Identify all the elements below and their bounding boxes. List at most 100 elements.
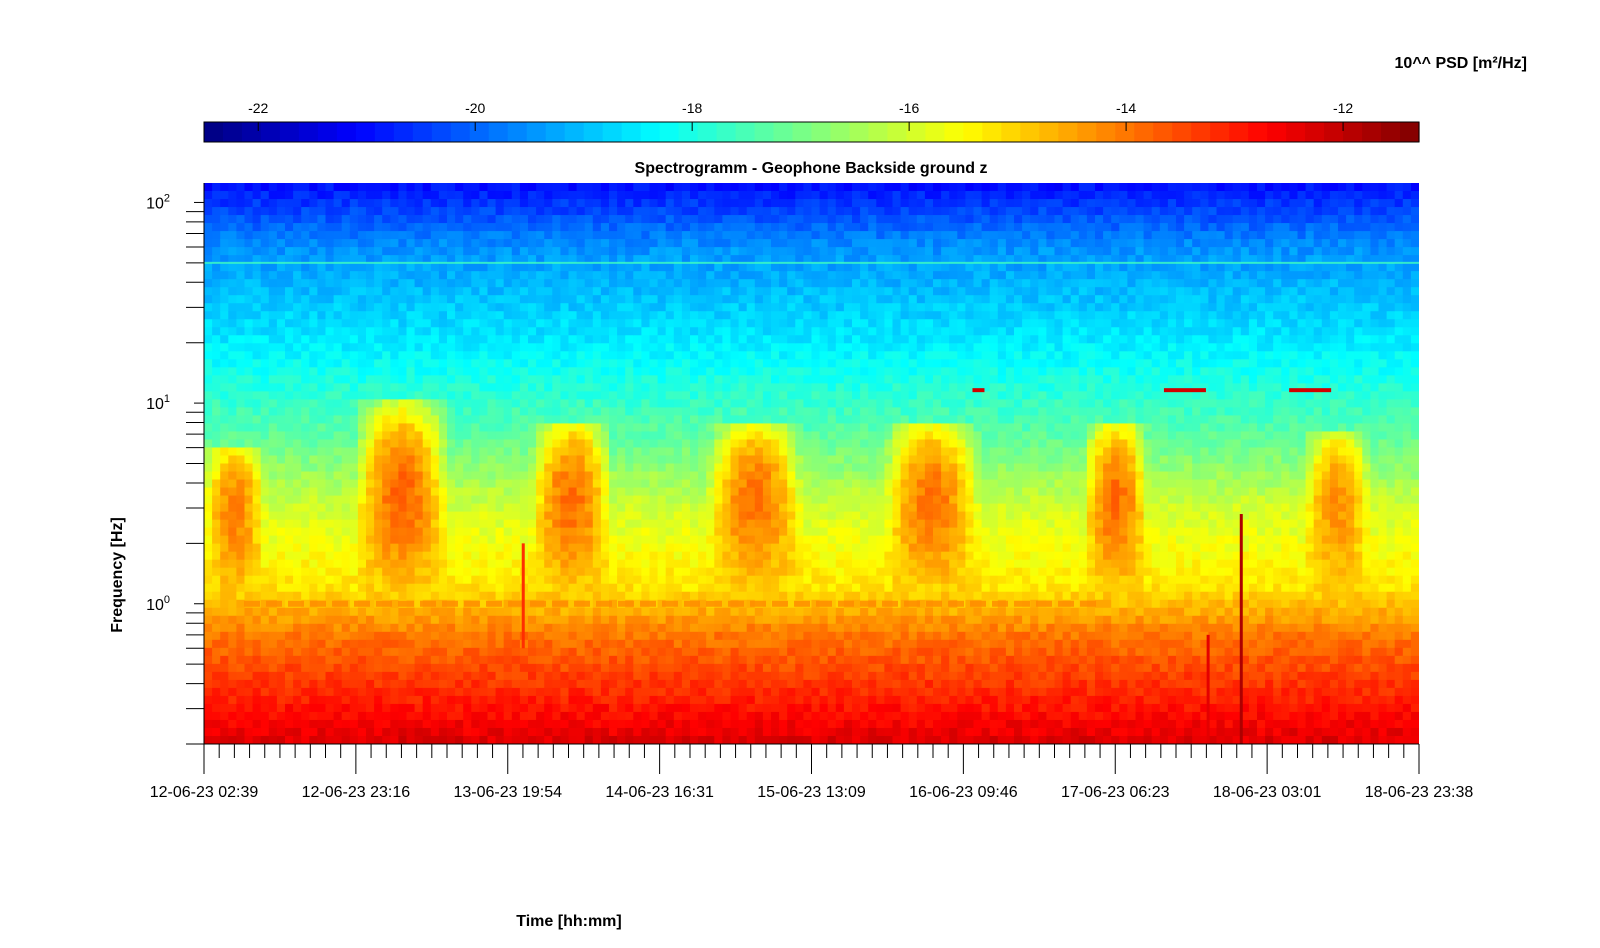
heatmap-cell (422, 199, 432, 208)
heatmap-cell (398, 631, 407, 641)
heatmap-cell (698, 623, 707, 633)
heatmap-cell (438, 535, 448, 545)
heatmap-cell (528, 719, 537, 729)
heatmap-cell (463, 623, 472, 633)
heatmap-cell (228, 479, 237, 489)
heatmap-cell (447, 223, 456, 232)
heatmap-cell (260, 215, 270, 224)
heatmap-cell (487, 527, 497, 537)
heatmap-cell (698, 687, 707, 697)
heatmap-cell (374, 727, 383, 737)
heatmap-cell (276, 639, 286, 649)
heatmap-cell (560, 583, 569, 593)
heatmap-cell (228, 679, 237, 689)
heatmap-cell (268, 719, 278, 729)
heatmap-cell (260, 463, 270, 473)
heatmap-cell (706, 615, 715, 625)
heatmap-cell (349, 383, 359, 392)
spectrogram-heatmap (204, 183, 1419, 744)
heatmap-cell (536, 727, 545, 737)
heatmap-cell (220, 591, 229, 601)
heatmap-cell (471, 199, 480, 208)
heatmap-cell (244, 663, 254, 673)
heatmap-cell (244, 399, 254, 408)
heatmap-cell (374, 703, 383, 713)
heatmap-cell (228, 303, 237, 312)
heatmap-cell (657, 679, 667, 689)
heatmap-cell (479, 471, 488, 481)
heatmap-cell (633, 711, 642, 721)
heatmap-cell (438, 471, 448, 481)
heatmap-cell (754, 255, 764, 264)
heatmap-cell (673, 191, 683, 200)
heatmap-cell (382, 279, 391, 288)
heatmap-cell (406, 495, 416, 505)
chart-title: Spectrogramm - Geophone Backside ground … (635, 160, 988, 177)
heatmap-cell (341, 207, 351, 216)
heatmap-cell (285, 295, 294, 304)
heatmap-cell (536, 711, 545, 721)
heatmap-cell (252, 303, 262, 312)
heatmap-cell (487, 551, 497, 561)
heatmap-cell (220, 399, 229, 408)
heatmap-cell (560, 623, 569, 633)
heatmap-cell (317, 551, 326, 561)
heatmap-cell (341, 343, 351, 352)
heatmap-cell (276, 527, 286, 537)
heatmap-cell (706, 583, 715, 593)
heatmap-cell (228, 287, 237, 296)
heatmap-cell (746, 487, 756, 497)
heatmap-cell (746, 287, 756, 296)
heatmap-cell (738, 319, 748, 328)
heatmap-cell (584, 415, 594, 424)
heatmap-cell (463, 735, 472, 744)
heatmap-cell (374, 295, 383, 304)
heatmap-cell (374, 383, 383, 392)
heatmap-cell (228, 399, 237, 408)
heatmap-cell (228, 591, 237, 601)
heatmap-cell (560, 679, 569, 689)
heatmap-cell (366, 399, 375, 408)
heatmap-cell (341, 335, 351, 344)
heatmap-cell (536, 535, 545, 545)
heatmap-cell (544, 295, 553, 304)
heatmap-cell (204, 199, 213, 208)
heatmap-cell (495, 663, 505, 673)
heatmap-cell (285, 287, 294, 296)
heatmap-cell (714, 343, 723, 352)
heatmap-cell (519, 327, 529, 336)
heatmap-cell (681, 199, 691, 208)
heatmap-cell (406, 351, 416, 360)
heatmap-cell (228, 191, 237, 200)
heatmap-cell (673, 599, 683, 609)
heatmap-cell (609, 335, 618, 344)
heatmap-cell (301, 255, 310, 264)
heatmap-cell (730, 679, 740, 689)
heatmap-cell (706, 463, 715, 473)
heatmap-cell (536, 279, 545, 288)
heatmap-cell (746, 543, 756, 553)
heatmap-cell (754, 695, 764, 705)
heatmap-cell (463, 687, 472, 697)
heatmap-cell (722, 503, 731, 513)
heatmap-cell (511, 535, 521, 545)
heatmap-cell (471, 295, 480, 304)
heatmap-cell (706, 527, 715, 537)
heatmap-cell (698, 583, 707, 593)
heatmap-cell (617, 639, 626, 649)
heatmap-cell (204, 623, 213, 633)
heatmap-cell (673, 279, 683, 288)
heatmap-cell (762, 639, 772, 649)
heatmap-cell (252, 735, 262, 744)
heatmap-cell (519, 663, 529, 673)
heatmap-cell (374, 615, 383, 625)
heatmap-cell (268, 263, 278, 272)
heatmap-cell (406, 687, 416, 697)
heatmap-cell (366, 215, 375, 224)
colorbar-tick-label: -20 (465, 100, 485, 116)
heatmap-cell (357, 463, 367, 473)
heatmap-cell (649, 615, 659, 625)
heatmap-cell (398, 391, 407, 400)
heatmap-cell (349, 639, 359, 649)
heatmap-cell (244, 447, 254, 456)
